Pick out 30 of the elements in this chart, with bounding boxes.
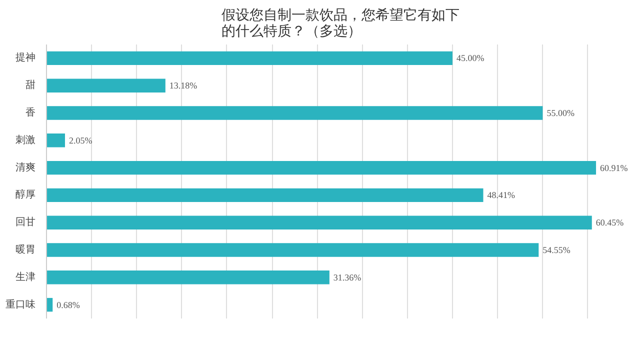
chart-title: 假设您自制一款饮品，您希望它有如下的什么特质？（多选） <box>222 8 460 40</box>
y-tick-label: 重口味 <box>6 298 36 310</box>
bar <box>46 78 166 92</box>
bar <box>46 51 452 66</box>
data-label: 48.41% <box>487 190 516 200</box>
y-tick-label: 生津 <box>16 270 36 283</box>
y-tick-label: 醇厚 <box>16 188 36 201</box>
y-tick-label: 暖胃 <box>16 244 36 256</box>
y-tick-label: 甜 <box>26 79 36 92</box>
data-label: 45.00% <box>456 53 485 64</box>
data-label: 60.91% <box>600 162 628 173</box>
data-label: 54.55% <box>542 245 571 255</box>
data-label: 55.00% <box>546 108 575 118</box>
data-label: 31.36% <box>333 272 362 282</box>
y-tick-label: 香 <box>26 106 36 118</box>
bar <box>46 270 330 284</box>
bar <box>46 160 596 175</box>
bar <box>46 243 539 257</box>
data-label: 0.68% <box>56 300 80 310</box>
y-tick-label: 回甘 <box>16 216 36 228</box>
bar <box>46 216 592 230</box>
data-label: 60.45% <box>596 218 624 228</box>
bar <box>46 188 484 202</box>
bar <box>46 106 543 120</box>
data-label: 13.18% <box>169 80 198 91</box>
y-tick-label: 刺激 <box>16 134 36 146</box>
data-label: 2.05% <box>68 135 93 146</box>
bar <box>46 134 65 148</box>
y-tick-label: 清爽 <box>16 161 36 174</box>
y-tick-label: 提神 <box>16 52 36 64</box>
